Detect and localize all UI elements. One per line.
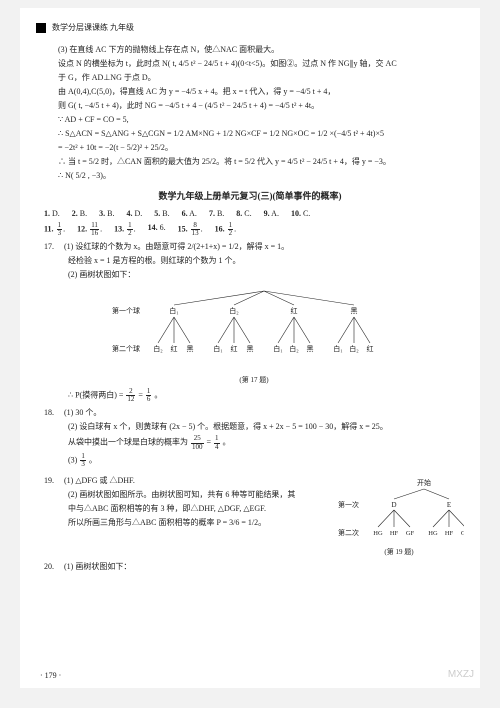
problem-3-line: ∵ AD + CF = CO = 5, [58, 114, 464, 126]
unit-title: 数学九年级上册单元复习(三)(简单事件的概率) [36, 190, 464, 204]
q17-p2-label: (2) [68, 270, 77, 279]
q19-p1: (1) △DFG 或 △DHF. [64, 476, 135, 485]
problem-3-label: (3) 在直线 AC 下方的抛物线上存在点 N，使△NAC 面积最大。 [58, 44, 464, 56]
figure-19-caption: (第 19 题) [334, 547, 464, 558]
svg-text:HG: HG [428, 530, 438, 537]
q18-p1: (1) 30 个。 [64, 408, 101, 417]
svg-text:红: 红 [231, 344, 238, 353]
question-17: 17. (1) 设红球的个数为 x。由题意可得 2/(2+1+x) = 1/2，… [44, 241, 464, 403]
answer-item: 10. C. [291, 208, 310, 220]
q17-conclusion: ∴ P(摸得两白) = 212 = 16 。 [68, 388, 464, 404]
q19-p2-line: 所以所画三角形与△ABC 面积相等的概率 P = 3/6 = 1/2。 [68, 517, 328, 529]
svg-text:HF: HF [445, 530, 454, 537]
fraction: 13 [80, 453, 86, 469]
answer-item: 3. B. [99, 208, 114, 220]
problem-3: (3) 在直线 AC 下方的抛物线上存在点 N，使△NAC 面积最大。 设点 N… [58, 44, 464, 182]
answer-item: 13. 12. [114, 222, 136, 238]
svg-text:E: E [447, 501, 451, 509]
q18-number: 18. [44, 407, 62, 419]
svg-text:第二个球: 第二个球 [112, 344, 140, 353]
svg-text:红: 红 [171, 344, 178, 353]
svg-text:白₂: 白₂ [289, 344, 299, 353]
q18-p2-line: (2) 设白球有 x 个，则黄球有 (2x − 5) 个。根据题意，得 x + … [68, 421, 464, 433]
svg-text:第一次: 第一次 [338, 500, 359, 509]
q19-text: 19. (1) △DFG 或 △DHF. (2) 画树状图如图所示。由树状图可知… [44, 473, 328, 531]
svg-text:红: 红 [367, 344, 374, 353]
fraction: 14 [214, 435, 220, 451]
svg-text:D: D [391, 501, 396, 509]
svg-text:白₂: 白₂ [229, 306, 239, 315]
q20-p1: (1) 画树状图如下： [64, 562, 131, 571]
watermark: MXZJ [448, 667, 474, 682]
answer-item: 8. C. [236, 208, 251, 220]
problem-3-line: 则 G( t, −4/5 t + 4)，此时 NG = −4/5 t + 4 −… [58, 100, 464, 112]
q20-number: 20. [44, 561, 62, 573]
q18-p2-line2: 从袋中摸出一个球是白球的概率为 25100 = 14 。 [68, 435, 464, 451]
problem-3-line: 于 G，作 AD⊥NG 于点 D。 [58, 72, 464, 84]
header-title: 数学分层课课练 九年级 [52, 22, 134, 34]
fraction: 25100 [191, 435, 204, 451]
q17-p1-line: 设红球的个数为 x。由题意可得 2/(2+1+x) = 1/2，解得 x = 1… [75, 242, 289, 251]
problem-3-line: ∴ S△ACN = S△ANG + S△CGN = 1/2 AM×NG + 1/… [58, 128, 464, 140]
svg-text:第一个球: 第一个球 [112, 306, 140, 315]
problem-3-line: 由 A(0,4),C(5,0)，得直线 AC 为 y = −4/5 x + 4。… [58, 86, 464, 98]
problem-3-line: = −2t² + 10t = −2(t − 5/2)² + 25/2。 [58, 142, 464, 154]
svg-text:黑: 黑 [187, 345, 194, 353]
problem-3-line: ∴ N( 5/2 , −3)。 [58, 170, 464, 182]
fraction: 212 [126, 388, 135, 404]
page-number: · 179 · [40, 670, 61, 682]
q19-number: 19. [44, 475, 62, 487]
svg-text:HF: HF [390, 530, 399, 537]
answer-item: 4. D. [126, 208, 142, 220]
page: 数学分层课课练 九年级 (3) 在直线 AC 下方的抛物线上存在点 N，使△NA… [20, 8, 480, 688]
answer-item: 1. D. [44, 208, 60, 220]
svg-text:开始: 开始 [417, 478, 431, 487]
svg-text:黑: 黑 [307, 345, 314, 353]
fraction: 16 [146, 388, 152, 404]
tree-diagram-17: 白₁白₂红黑白₂红黑白₁红黑白₁白₂黑白₁白₂红第一个球第二个球 [104, 285, 404, 375]
page-header: 数学分层课课练 九年级 [36, 22, 464, 34]
q17-p1-label: (1) [64, 242, 73, 251]
problem-3-line: ∴ 当 t = 5/2 时，△CAN 面积的最大值为 25/2。将 t = 5/… [58, 156, 464, 168]
svg-text:白₁: 白₁ [273, 344, 282, 353]
svg-text:GF: GF [461, 530, 464, 537]
svg-text:白₁: 白₁ [169, 306, 178, 315]
logo-icon [36, 23, 46, 33]
q19-p2-line: 中与△ABC 面积相等的有 3 种，即△DHF, △DGF, △EGF. [68, 503, 328, 515]
answer-item: 16. 12. [215, 222, 237, 238]
svg-text:白₁: 白₁ [213, 344, 222, 353]
answer-item: 14. 6. [148, 222, 166, 238]
figure-17-caption: (第 17 题) [44, 375, 464, 386]
svg-text:白₂: 白₂ [349, 344, 359, 353]
q18-p3: (3) 13 。 [68, 453, 464, 469]
q17-p2-line: 画树状图如下： [79, 270, 135, 279]
answer-item: 9. A. [264, 208, 279, 220]
answers-row-1: 1. D. 2. B. 3. B. 4. D. 5. B. 6. A. 7. B. 8. C.… [44, 208, 464, 220]
svg-text:黑: 黑 [351, 307, 358, 315]
q17-number: 17. [44, 241, 62, 253]
q19-p2-line: (2) 画树状图如图所示。由树状图可知，共有 6 种等可能结果，其 [68, 489, 328, 501]
question-19: 19. (1) △DFG 或 △DHF. (2) 画树状图如图所示。由树状图可知… [44, 473, 464, 558]
question-20: 20. (1) 画树状图如下： [44, 561, 464, 573]
answer-item: 6. A. [182, 208, 197, 220]
svg-text:红: 红 [291, 306, 298, 315]
answer-item: 7. B. [209, 208, 224, 220]
svg-text:第二次: 第二次 [338, 528, 359, 537]
answer-item: 15. 813. [178, 222, 203, 238]
svg-text:黑: 黑 [247, 345, 254, 353]
svg-text:GF: GF [406, 530, 415, 537]
q19-figure: 开始 D E HG HF GF HG HF GF 第一次第二次 (第 19 题) [334, 473, 464, 558]
svg-text:白₂: 白₂ [153, 344, 163, 353]
answer-item: 11. 13. [44, 222, 65, 238]
q17-p1-line: 经检验 x = 1 是方程的根。则红球的个数为 1 个。 [68, 255, 464, 267]
problem-3-line: 设点 N 的横坐标为 t，此时点 N( t, 4/5 t² − 24/5 t +… [58, 58, 464, 70]
svg-text:白₁: 白₁ [333, 344, 342, 353]
question-18: 18. (1) 30 个。 (2) 设白球有 x 个，则黄球有 (2x − 5)… [44, 407, 464, 468]
answer-item: 12. 1116. [77, 222, 102, 238]
answer-item: 2. B. [72, 208, 87, 220]
svg-text:HG: HG [373, 530, 383, 537]
tree-diagram-19: 开始 D E HG HF GF HG HF GF 第一次第二次 [334, 477, 464, 547]
answer-item: 5. B. [154, 208, 169, 220]
answers-row-2: 11. 13. 12. 1116. 13. 12. 14. 6. 15. 813. 16.… [44, 222, 464, 238]
